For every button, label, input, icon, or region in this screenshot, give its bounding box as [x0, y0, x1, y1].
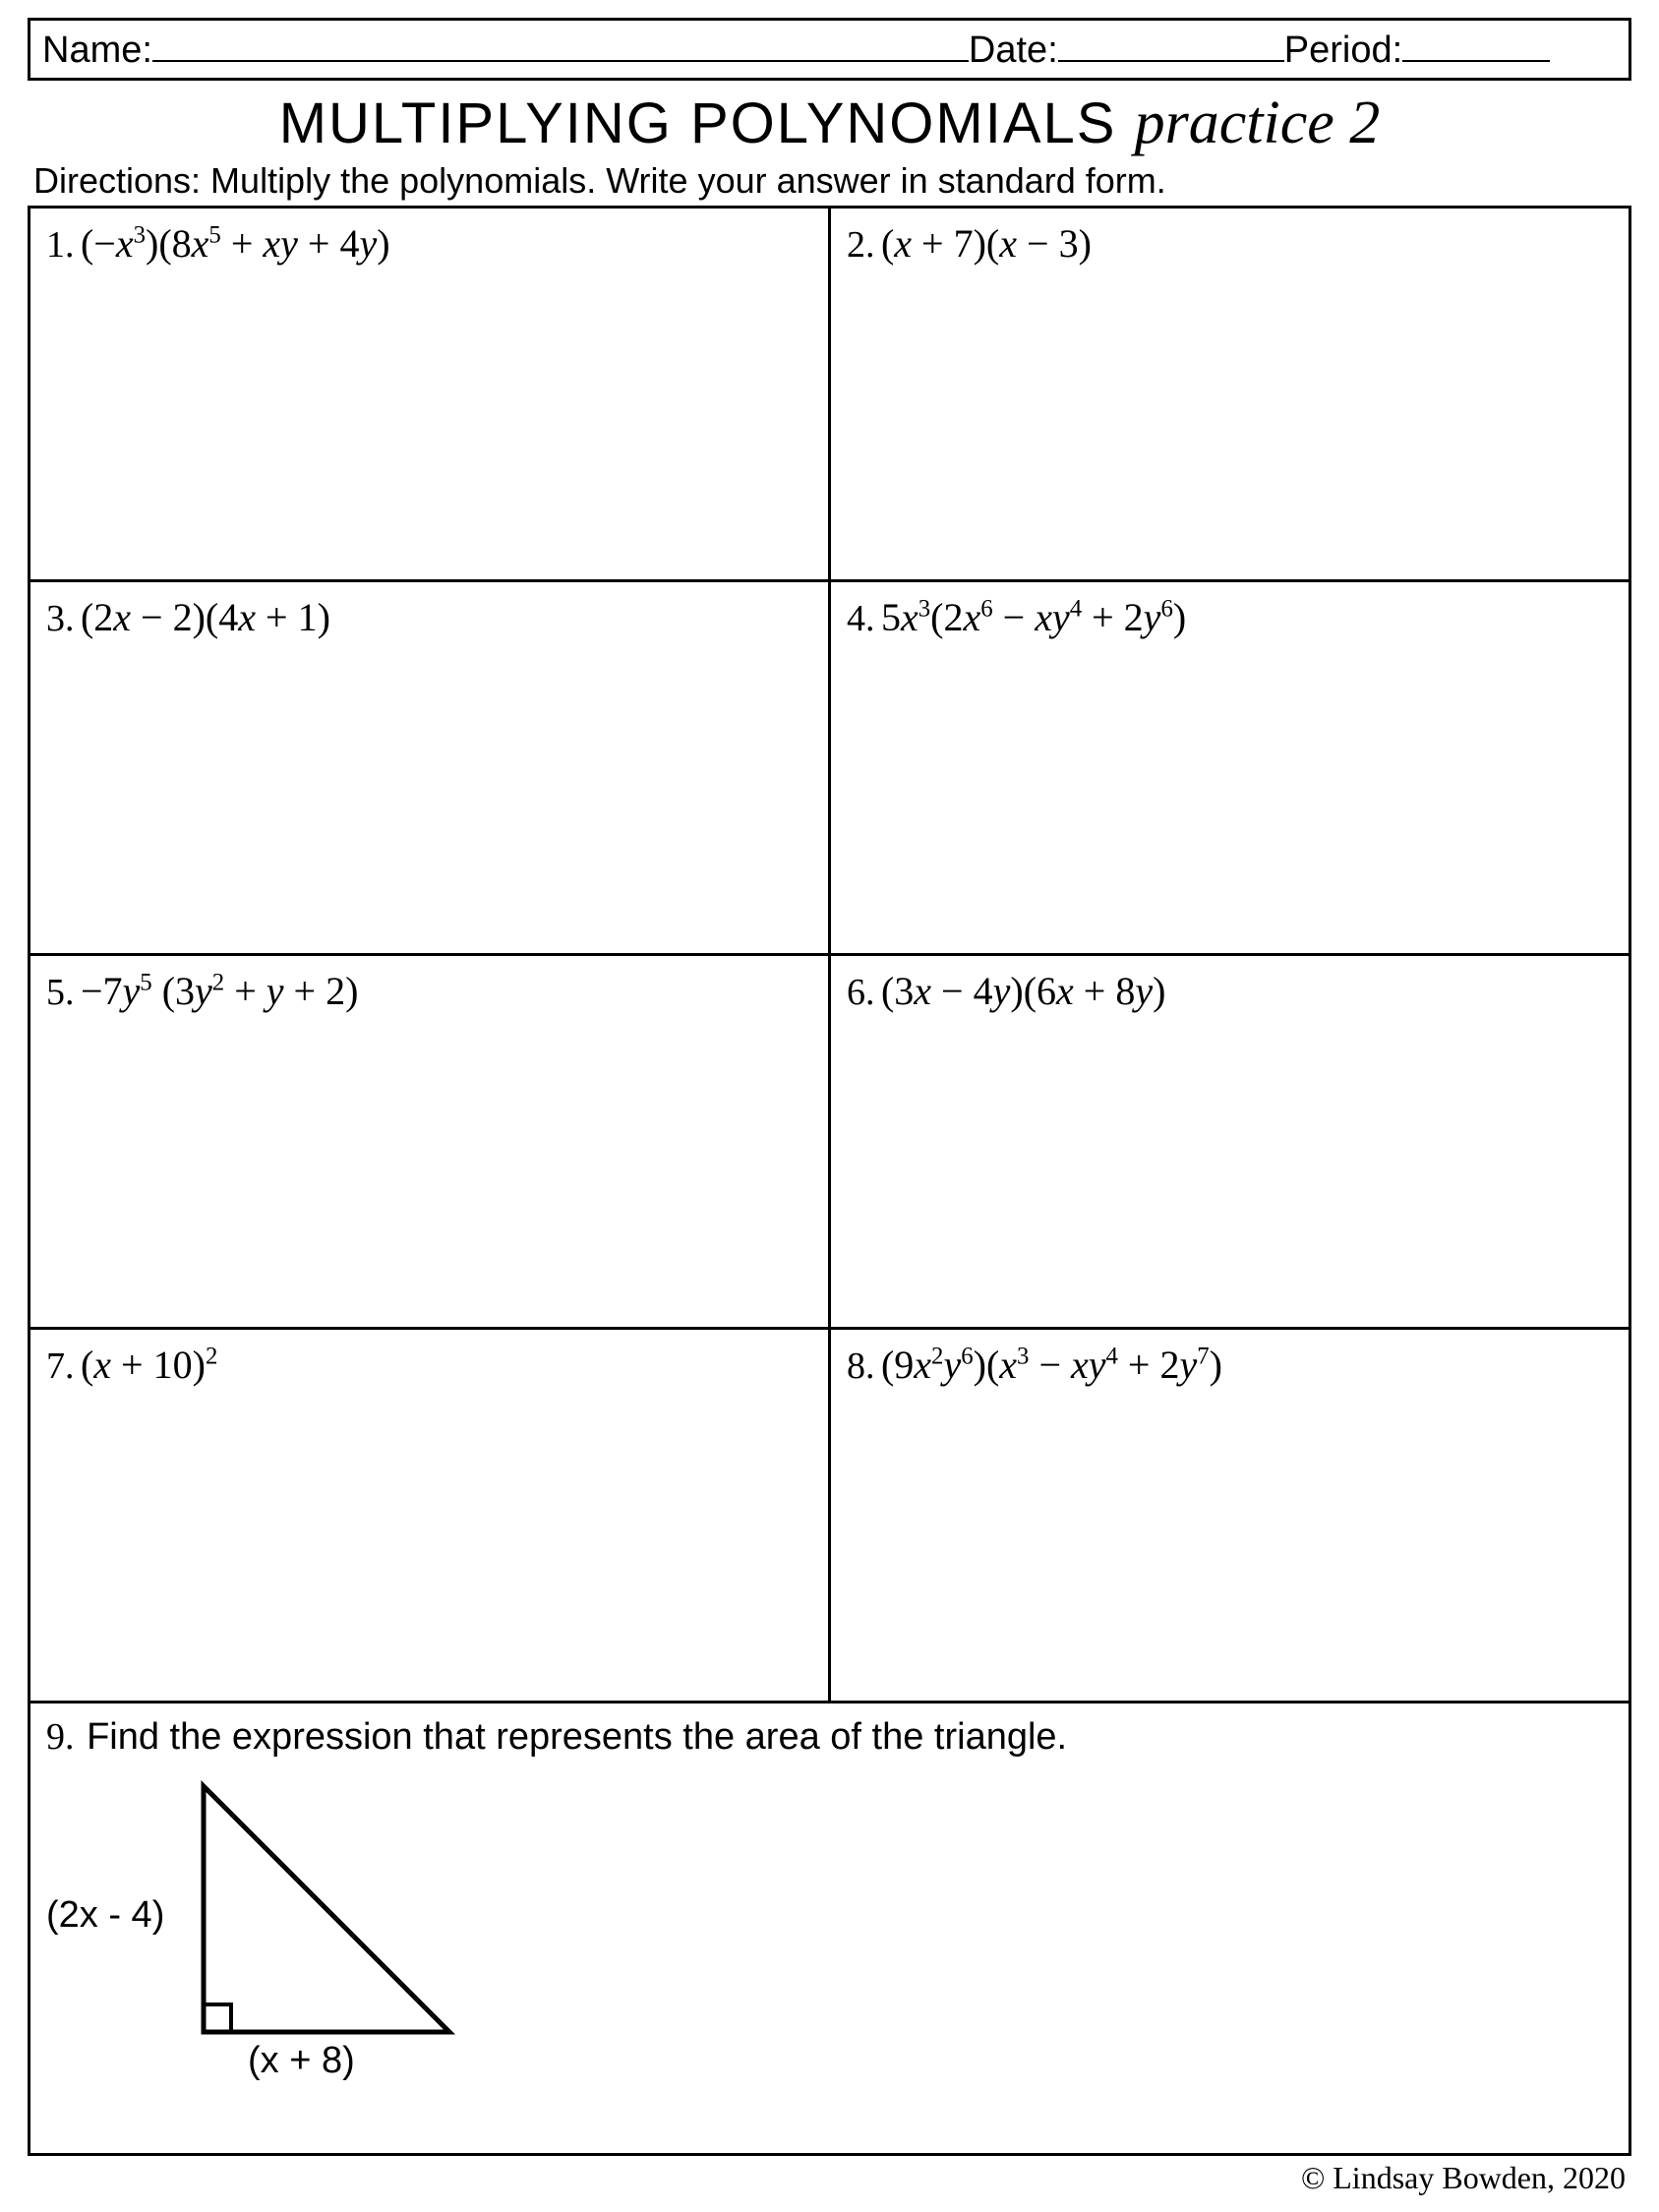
directions-text: Directions: Multiply the polynomials. Wr…	[28, 160, 1631, 202]
problem-expression: (2x − 2)(4x + 1)	[81, 595, 330, 639]
problem-number: 4.	[847, 598, 875, 639]
problem-cell-6: 6. (3x − 4y)(6x + 8y)	[830, 955, 1630, 1329]
triangle-side-left: (2x - 4)	[46, 1894, 164, 1937]
name-label: Name:	[42, 30, 152, 72]
page-title: MULTIPLYING POLYNOMIALS practice 2	[28, 89, 1631, 158]
problem-expression: (−x3)(8x5 + xy + 4y)	[81, 221, 390, 266]
period-line[interactable]	[1402, 25, 1550, 62]
header-bar: Name: Date: Period:	[28, 18, 1631, 81]
problem-number: 3.	[46, 598, 75, 639]
problem-number: 7.	[46, 1345, 75, 1387]
period-label: Period:	[1284, 30, 1402, 72]
title-main: MULTIPLYING POLYNOMIALS	[279, 91, 1117, 155]
problem-cell-2: 2. (x + 7)(x − 3)	[830, 208, 1630, 581]
problem-9-text: Find the expression that represents the …	[87, 1716, 1067, 1758]
problem-cell-3: 3. (2x − 2)(4x + 1)	[30, 581, 830, 955]
problem-expression: (x + 10)2	[81, 1343, 217, 1387]
problem-expression: −7y5 (3y2 + y + 2)	[81, 969, 358, 1013]
triangle-shape	[204, 1786, 449, 2032]
title-script: practice 2	[1135, 90, 1381, 156]
problem-cell-7: 7. (x + 10)2	[30, 1329, 830, 1703]
triangle-diagram: (2x - 4) (x + 8)	[56, 1776, 1613, 2101]
problem-expression: 5x3(2x6 − xy4 + 2y6)	[881, 595, 1186, 639]
date-line[interactable]	[1058, 25, 1284, 62]
problem-number: 5.	[46, 972, 75, 1013]
problem-expression: (3x − 4y)(6x + 8y)	[881, 969, 1165, 1013]
copyright-text: © Lindsay Bowden, 2020	[1301, 2160, 1626, 2196]
problem-number: 2.	[847, 224, 875, 266]
problem-cell-4: 4. 5x3(2x6 − xy4 + 2y6)	[830, 581, 1630, 955]
triangle-side-bottom: (x + 8)	[248, 2040, 355, 2082]
date-label: Date:	[969, 30, 1058, 72]
problem-number: 6.	[847, 972, 875, 1013]
problems-grid: 1. (−x3)(8x5 + xy + 4y) 2. (x + 7)(x − 3…	[28, 206, 1631, 2156]
problem-number: 8.	[847, 1345, 875, 1387]
problem-cell-5: 5. −7y5 (3y2 + y + 2)	[30, 955, 830, 1329]
problem-cell-8: 8. (9x2y6)(x3 − xy4 + 2y7)	[830, 1329, 1630, 1703]
name-line[interactable]	[152, 25, 969, 62]
right-angle-square	[204, 2004, 231, 2032]
problem-cell-9: 9. Find the expression that represents t…	[30, 1703, 1630, 2155]
problem-expression: (x + 7)(x − 3)	[881, 221, 1092, 266]
problem-number: 1.	[46, 224, 75, 266]
problem-cell-1: 1. (−x3)(8x5 + xy + 4y)	[30, 208, 830, 581]
problem-expression: (9x2y6)(x3 − xy4 + 2y7)	[881, 1343, 1222, 1387]
problem-number: 9.	[46, 1716, 75, 1758]
